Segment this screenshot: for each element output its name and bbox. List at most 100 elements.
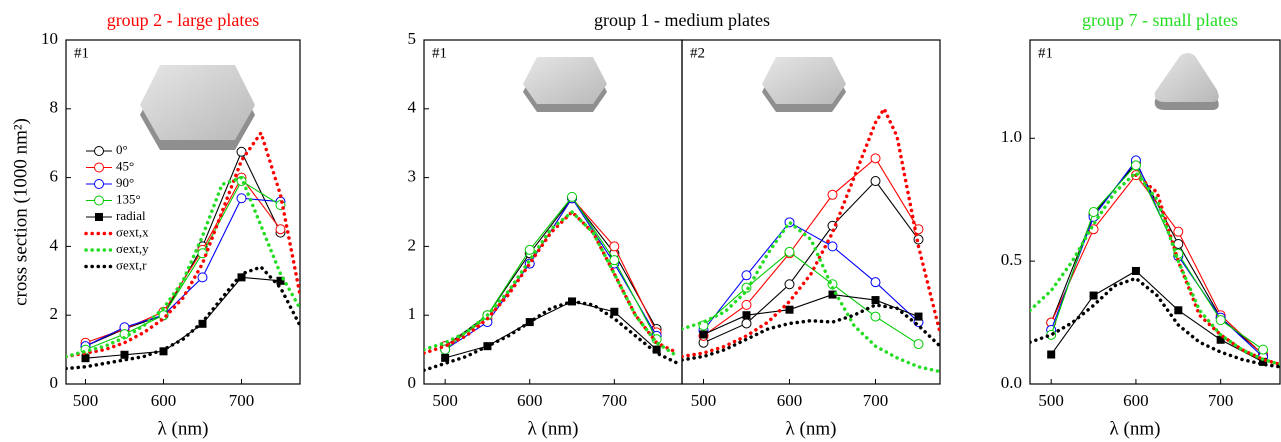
panel-label: #1 [432,45,447,61]
marker [743,311,751,319]
marker [525,245,534,254]
legend-label: σext,x [116,224,149,239]
model-curve [424,212,678,353]
marker [1132,267,1140,275]
legend-label: 0° [116,142,128,157]
marker [785,247,794,256]
marker [198,273,207,282]
x-tick-label: 600 [151,391,177,410]
marker [828,242,837,251]
y-axis-label: cross section (1000 nm²) [10,118,31,306]
marker [1216,316,1225,325]
series-layer [424,192,678,370]
x-tick-label: 600 [777,391,803,410]
legend-marker [95,196,104,205]
legend-marker [95,213,103,221]
y-tick-label: 0 [50,373,59,392]
y-tick-label: 1.0 [1001,127,1022,146]
marker [700,330,708,338]
chart-title: group 7 - small plates [1082,10,1238,30]
y-tick-label: 4 [408,98,417,117]
marker [914,340,923,349]
panel-label: #1 [74,45,89,61]
y-tick-label: 5 [408,29,417,48]
y-tick-label: 0.0 [1001,373,1022,392]
legend-label: 135° [116,191,141,206]
marker [871,312,880,321]
y-tick-label: 0.5 [1001,250,1022,269]
y-tick-label: 2 [408,235,417,254]
marker [121,351,129,359]
y-tick-label: 3 [408,167,417,186]
x-tick-label: 500 [73,391,99,410]
model-curve [1030,278,1280,366]
legend-label: radial [116,208,146,223]
y-tick-label: 4 [50,235,59,254]
y-tick-label: 2 [50,304,59,323]
model-curve [682,109,940,357]
chart-title: group 1 - medium plates [594,10,770,30]
marker [237,194,246,203]
marker [82,354,90,362]
x-tick-label: 700 [1208,391,1234,410]
data-line [86,181,281,350]
data-line [704,181,919,343]
model-curve [66,267,300,368]
x-axis-label: λ (nm) [158,418,209,439]
data-line [1051,271,1263,362]
marker [610,308,618,316]
legend-marker [95,180,104,189]
legend-label: 90° [116,175,134,190]
marker [742,300,751,309]
plate-illustration [140,53,1219,150]
x-axis-label: λ (nm) [1110,418,1161,439]
legend-label: 45° [116,158,134,173]
y-tick-label: 8 [50,98,59,117]
marker [871,154,880,163]
marker [1174,306,1182,314]
data-line [1051,165,1263,349]
x-tick-label: 700 [863,391,889,410]
model-curve [682,222,940,371]
marker [441,354,449,362]
marker [872,296,880,304]
y-tick-label: 0 [408,373,417,392]
data-line [704,158,919,336]
legend-label: σext,r [116,257,147,272]
chart-title: group 2 - large plates [107,10,260,30]
marker [568,192,577,201]
marker [1174,227,1183,236]
x-tick-label: 600 [517,391,543,410]
marker [828,190,837,199]
marker [237,147,246,156]
legend-marker [95,147,104,156]
x-axis-label: λ (nm) [786,418,837,439]
y-tick-label: 6 [50,167,59,186]
x-tick-label: 600 [1123,391,1149,410]
marker [785,280,794,289]
marker [1047,351,1055,359]
marker [871,177,880,186]
x-tick-label: 500 [1038,391,1064,410]
marker [1259,345,1268,354]
data-line [86,152,281,346]
figure: group 2 - large plates #1 λ (nm) cross sect… [0,0,1281,442]
series-layer [682,109,940,372]
marker [276,225,285,234]
x-axis-label: λ (nm) [528,418,579,439]
marker [742,271,751,280]
legend-marker [95,163,104,172]
marker [871,278,880,287]
x-tick-label: 500 [691,391,717,410]
x-tick-label: 700 [229,391,255,410]
series-layer [1030,156,1280,367]
marker [610,256,619,265]
y-tick-label: 1 [408,304,417,323]
marker [1089,208,1098,217]
marker [786,306,794,314]
x-tick-label: 700 [602,391,628,410]
marker [915,313,923,321]
x-tick-label: 500 [432,391,458,410]
marker [1131,161,1140,170]
panel-label: #2 [690,45,705,61]
